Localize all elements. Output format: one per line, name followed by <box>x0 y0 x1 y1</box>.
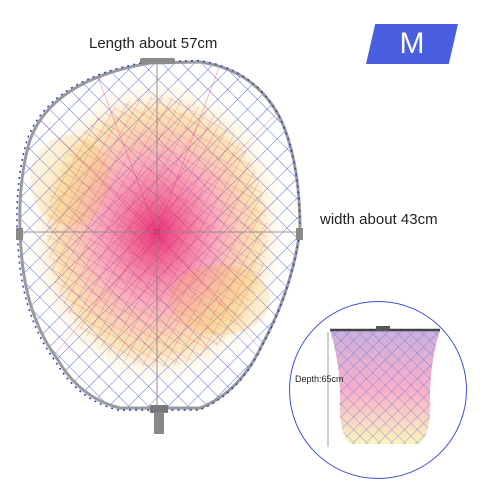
size-badge: M <box>366 24 458 64</box>
handle-connector <box>150 405 168 413</box>
net-hoop <box>18 60 302 410</box>
left-clip <box>16 228 23 240</box>
top-connector <box>140 58 175 64</box>
length-label: Length about 57cm <box>89 35 218 52</box>
handle-stub <box>154 412 164 434</box>
depth-inset: Depth:65cm <box>289 301 467 479</box>
depth-label: Depth:65cm <box>295 374 344 384</box>
width-label: width about 43cm <box>320 211 438 228</box>
right-clip <box>296 228 303 240</box>
net-depth-photo <box>327 326 440 447</box>
